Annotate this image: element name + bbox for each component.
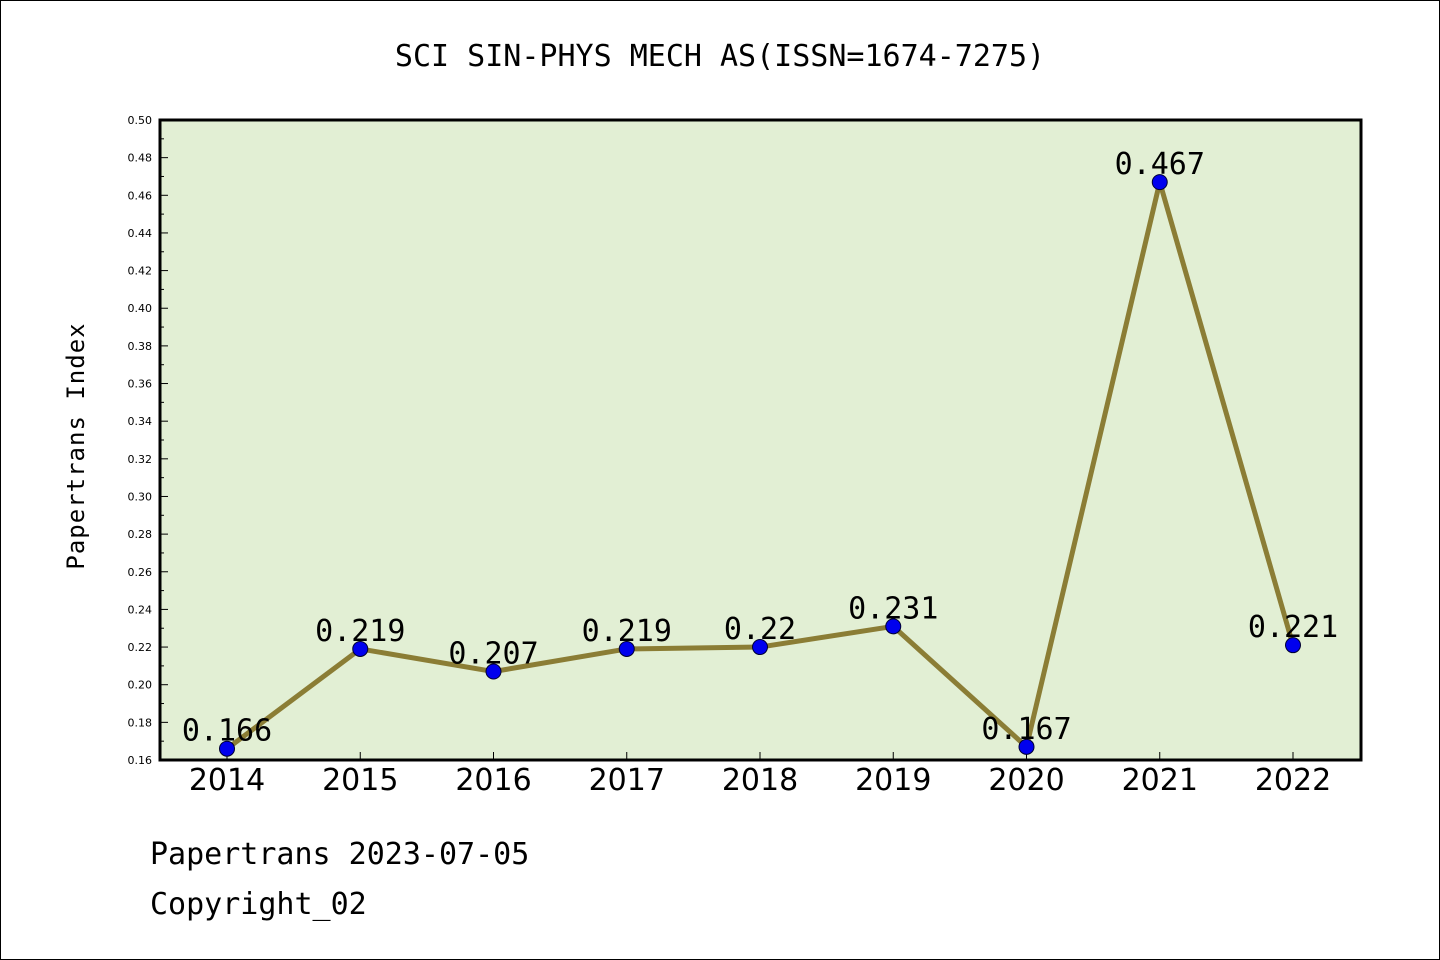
data-label: 0.467 bbox=[1115, 147, 1205, 182]
y-tick-label: 0.24 bbox=[128, 603, 153, 616]
y-tick-label: 0.26 bbox=[128, 566, 153, 579]
y-tick-label: 0.18 bbox=[128, 716, 153, 729]
data-point bbox=[219, 740, 235, 757]
footer-copyright: Copyright_02 bbox=[150, 887, 367, 922]
y-tick-label: 0.34 bbox=[128, 415, 153, 428]
data-point bbox=[352, 640, 369, 657]
x-tick-label: 2015 bbox=[322, 763, 398, 798]
x-tick-label: 2016 bbox=[455, 763, 531, 798]
data-label: 0.207 bbox=[448, 637, 538, 672]
data-point bbox=[1018, 738, 1035, 755]
x-tick-label: 2017 bbox=[589, 763, 665, 798]
x-tick-label: 2021 bbox=[1122, 763, 1198, 798]
data-point bbox=[618, 640, 635, 657]
y-tick-label: 0.20 bbox=[128, 679, 153, 692]
y-tick-label: 0.46 bbox=[128, 189, 153, 202]
y-tick-label: 0.16 bbox=[128, 754, 153, 767]
y-tick-label: 0.32 bbox=[128, 453, 153, 466]
x-axis: 2014 2015 2016 2017 2018 2019 2020 2021 2022 bbox=[189, 752, 1331, 798]
data-label: 0.219 bbox=[315, 614, 405, 649]
data-label: 0.167 bbox=[981, 712, 1071, 747]
data-point bbox=[885, 618, 902, 635]
x-tick-label: 2018 bbox=[722, 763, 798, 798]
data-point bbox=[752, 639, 768, 656]
x-tick-label: 2014 bbox=[189, 763, 265, 798]
y-tick-label: 0.36 bbox=[128, 378, 153, 391]
data-point bbox=[1151, 174, 1168, 191]
y-tick-label: 0.48 bbox=[128, 152, 153, 165]
y-tick-label: 0.30 bbox=[128, 490, 153, 503]
plot-border bbox=[158, 118, 1363, 762]
series-papertrans-index: 0.166 0.219 0.207 0.219 0.22 0.231 0.167 0.467 0… bbox=[182, 147, 1338, 757]
x-tick-label: 2020 bbox=[988, 763, 1064, 798]
data-label: 0.166 bbox=[182, 714, 272, 749]
footer-date: Papertrans 2023-07-05 bbox=[150, 837, 529, 872]
data-label: 0.219 bbox=[582, 614, 672, 649]
y-axis: 0.16 0.18 0.20 0.22 0.24 0.26 0.28 0.30 0.32 0.34… bbox=[128, 114, 168, 767]
x-tick-label: 2019 bbox=[855, 763, 931, 798]
y-axis-label: Papertrans Index bbox=[62, 322, 90, 569]
data-point bbox=[1285, 637, 1301, 654]
data-label: 0.221 bbox=[1248, 610, 1338, 645]
y-tick-label: 0.42 bbox=[128, 265, 153, 278]
x-tick-label: 2022 bbox=[1255, 763, 1331, 798]
y-tick-label: 0.38 bbox=[128, 340, 153, 353]
data-label: 0.22 bbox=[724, 612, 796, 647]
y-tick-label: 0.22 bbox=[128, 641, 153, 654]
data-label: 0.231 bbox=[848, 591, 938, 626]
y-tick-label: 0.44 bbox=[128, 227, 153, 240]
y-tick-label: 0.50 bbox=[128, 114, 153, 127]
data-point bbox=[485, 663, 502, 680]
chart-title: SCI SIN-PHYS MECH AS(ISSN=1674-7275) bbox=[395, 39, 1045, 74]
y-tick-label: 0.40 bbox=[128, 302, 153, 315]
y-tick-label: 0.28 bbox=[128, 528, 153, 541]
